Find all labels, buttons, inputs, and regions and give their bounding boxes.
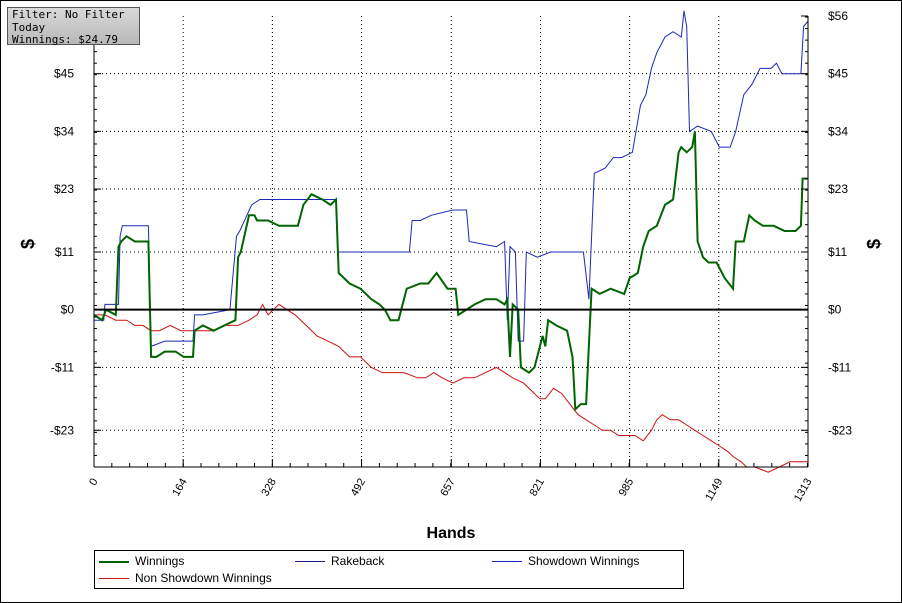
left-y-tick-label: $45	[54, 67, 74, 81]
grid	[94, 16, 808, 467]
x-tick-label: 821	[527, 477, 547, 499]
right-y-tick-label: $34	[828, 124, 848, 138]
legend-label: Rakeback	[331, 554, 385, 568]
legend: Winnings Rakeback Showdown Winnings Non …	[94, 550, 684, 589]
right-y-tick-label: $0	[828, 303, 842, 317]
legend-label: Showdown Winnings	[528, 554, 640, 568]
legend-swatch	[99, 578, 129, 579]
period-line: Today	[12, 20, 46, 34]
left-y-tick-label: -$11	[51, 360, 74, 374]
left-y-axis-title: $	[18, 239, 38, 249]
x-tick-label: 0	[87, 477, 100, 488]
series-line-winnings	[93, 131, 808, 412]
axes: -$23 -$23 -$11 -$11 $0 $0 $11 $11 $23 $23 $34 $34 $4…	[50, 9, 852, 504]
right-y-tick-label: $23	[828, 182, 848, 196]
right-y-tick-label: $56	[828, 9, 848, 23]
right-y-tick-label: -$23	[828, 423, 852, 437]
left-y-tick-label: $11	[55, 245, 74, 259]
right-y-axis-title: $	[864, 239, 884, 249]
x-tick-label: 328	[259, 477, 279, 499]
x-tick-label: 657	[438, 477, 458, 499]
legend-label: Non Showdown Winnings	[135, 571, 272, 585]
left-y-tick-label: $23	[54, 182, 74, 196]
x-axis-title: Hands	[427, 525, 476, 542]
right-y-tick-label: -$11	[828, 360, 851, 374]
x-tick-label: 985	[617, 477, 637, 499]
right-y-tick-label: $45	[828, 67, 848, 81]
winnings-line: Winnings: $24.79	[12, 33, 118, 46]
legend-swatch	[99, 561, 129, 563]
x-tick-label: 164	[170, 477, 190, 499]
x-tick-label: 1313	[792, 477, 815, 504]
x-tick-label: 1149	[703, 477, 725, 503]
filter-info-box: Filter: No Filter Today Winnings: $24.79	[7, 7, 140, 46]
left-y-tick-label: $34	[54, 124, 74, 138]
legend-label: Winnings	[135, 554, 185, 568]
filter-line: Filter: No Filter	[12, 8, 125, 21]
right-y-tick-label: $11	[828, 245, 847, 259]
legend-swatch	[492, 561, 522, 562]
left-y-tick-label: -$23	[50, 423, 74, 437]
series-line-showdown-winnings	[94, 10, 809, 348]
legend-swatch	[295, 561, 325, 562]
x-tick-label: 492	[349, 477, 369, 499]
left-y-tick-label: $0	[61, 303, 75, 317]
